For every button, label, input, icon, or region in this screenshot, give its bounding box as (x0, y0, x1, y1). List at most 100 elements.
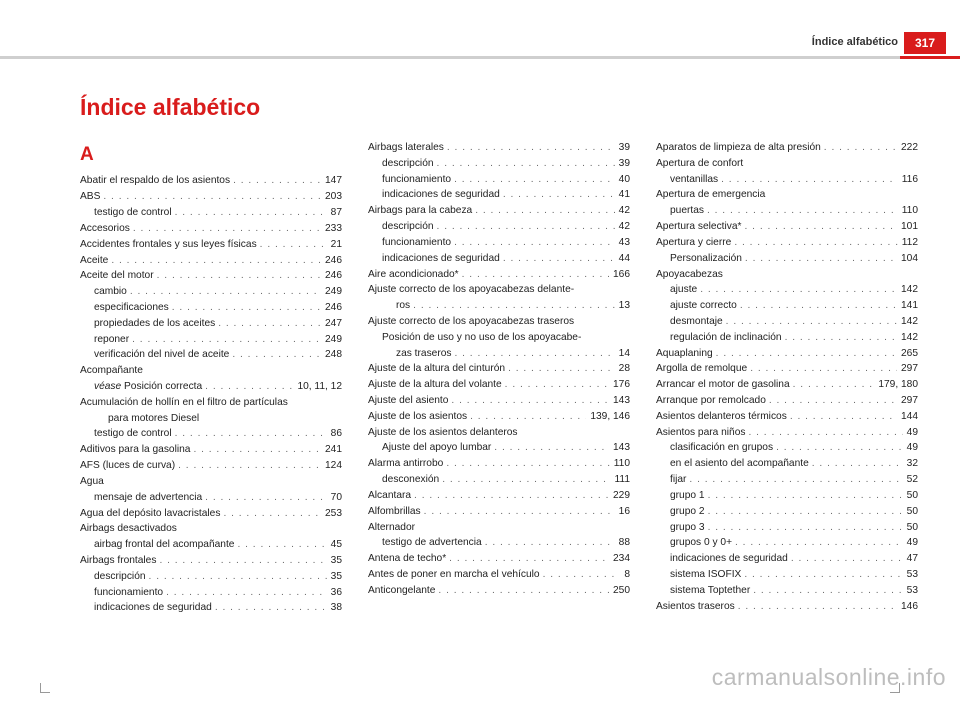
index-entry-label: regulación de inclinación (670, 330, 782, 346)
index-entry-label: Argolla de remolque (656, 361, 747, 377)
index-entry-label: Aparatos de limpieza de alta presión (656, 140, 821, 156)
leader-dots: . . . . . . . . . . . . . . . . . . . . … (435, 583, 609, 599)
index-entry-label: Arranque por remolcado (656, 393, 766, 409)
leader-dots: . . . . . . . . . . . . . . . . . . . . … (169, 300, 321, 316)
leader-dots: . . . . . . . . . . . . . . . . . . . . … (212, 600, 327, 616)
index-entry-label: Alternador (368, 520, 415, 536)
index-entry: Ajuste de la altura del volante. . . . .… (368, 377, 630, 393)
page-title: Índice alfabético (80, 94, 260, 121)
index-entry: regulación de inclinación. . . . . . . .… (656, 330, 918, 346)
index-entry-page: 45 (327, 537, 342, 553)
index-entry: ajuste correcto. . . . . . . . . . . . .… (656, 298, 918, 314)
index-entry-label: Acumulación de hollín en el filtro de pa… (80, 395, 288, 411)
leader-dots: . . . . . . . . . . . . . . . . . . . . … (686, 472, 902, 488)
index-entry-page: 104 (897, 251, 918, 267)
index-entry-label: indicaciones de seguridad (382, 251, 500, 267)
index-entry: testigo de advertencia. . . . . . . . . … (368, 535, 630, 551)
index-entry-label: Acompañante (80, 363, 143, 379)
index-entry: Antes de poner en marcha el vehículo. . … (368, 567, 630, 583)
index-entry-page: 139, 146 (586, 409, 630, 425)
index-entry-page: 10, 11, 12 (293, 379, 342, 395)
leader-dots: . . . . . . . . . . . . . . . . . . . . … (451, 346, 614, 362)
index-entry-page: 249 (321, 332, 342, 348)
index-entry: Apertura de confort. . . . . . . . . . .… (656, 156, 918, 172)
index-entry-page: 39 (615, 156, 630, 172)
index-entry: propiedades de los aceites. . . . . . . … (80, 316, 342, 332)
leader-dots: . . . . . . . . . . . . . . . . . . . . … (108, 253, 321, 269)
index-entry-label: funcionamiento (382, 172, 451, 188)
index-entry-page: 52 (903, 472, 918, 488)
index-entry: grupo 1. . . . . . . . . . . . . . . . .… (656, 488, 918, 504)
index-entry-label: airbag frontal del acompañante (94, 537, 234, 553)
leader-dots: . . . . . . . . . . . . . . . . . . . . … (146, 569, 327, 585)
index-entry-page: 229 (609, 488, 630, 504)
index-entry-label: ventanillas (670, 172, 718, 188)
index-entry-label: Ajuste del asiento (368, 393, 448, 409)
index-entry-page: 35 (327, 569, 342, 585)
index-entry-page: 44 (615, 251, 630, 267)
index-entry-label: Apertura de emergencia (656, 187, 765, 203)
index-entry-page: 53 (903, 567, 918, 583)
index-entry: véase Posición correcta. . . . . . . . .… (80, 379, 342, 395)
index-entry: Personalización. . . . . . . . . . . . .… (656, 251, 918, 267)
index-entry-page: 41 (615, 187, 630, 203)
leader-dots: . . . . . . . . . . . . . . . . . . . . … (100, 189, 321, 205)
index-entry-page: 116 (898, 172, 918, 188)
index-entry: ventanillas. . . . . . . . . . . . . . .… (656, 172, 918, 188)
index-entry: funcionamiento. . . . . . . . . . . . . … (368, 235, 630, 251)
index-entry: Arrancar el motor de gasolina. . . . . .… (656, 377, 918, 393)
index-entry-label: Alfombrillas (368, 504, 421, 520)
leader-dots: . . . . . . . . . . . . . . . . . . . . … (410, 298, 615, 314)
index-col-2: Airbags laterales. . . . . . . . . . . .… (368, 140, 630, 616)
index-entry-page: 87 (327, 205, 342, 221)
index-entry-label: Abatir el respaldo de los asientos (80, 173, 230, 189)
index-entry: Ajuste de los asientos delanteros. . . .… (368, 425, 630, 441)
index-entry: sistema Toptether. . . . . . . . . . . .… (656, 583, 918, 599)
index-entry-label: desconexión (382, 472, 439, 488)
leader-dots: . . . . . . . . . . . . . . . . . . . . … (234, 537, 326, 553)
leader-dots: . . . . . . . . . . . . . . . . . . . . … (215, 316, 321, 332)
index-entry-page: 297 (897, 361, 918, 377)
leader-dots: . . . . . . . . . . . . . . . . . . . . … (172, 426, 327, 442)
index-entry-label: Airbags frontales (80, 553, 156, 569)
leader-dots: . . . . . . . . . . . . . . . . . . . . … (500, 187, 615, 203)
index-entry: Aceite. . . . . . . . . . . . . . . . . … (80, 253, 342, 269)
index-entry-page: 49 (903, 440, 918, 456)
index-entry-label: Apertura de confort (656, 156, 743, 172)
leader-dots: . . . . . . . . . . . . . . . . . . . . … (459, 267, 609, 283)
index-entry-page: 142 (897, 282, 918, 298)
leader-dots: . . . . . . . . . . . . . . . . . . . . … (732, 535, 903, 551)
index-entry-page: 50 (903, 504, 918, 520)
index-entry-label: Ajuste correcto de los apoyacabezas tras… (368, 314, 574, 330)
index-entry: funcionamiento. . . . . . . . . . . . . … (368, 172, 630, 188)
header-rule (0, 56, 960, 59)
index-entry: Agua. . . . . . . . . . . . . . . . . . … (80, 474, 342, 490)
leader-dots: . . . . . . . . . . . . . . . . . . . . … (502, 377, 609, 393)
index-entry-label: reponer (94, 332, 129, 348)
index-entry: Aceite del motor. . . . . . . . . . . . … (80, 268, 342, 284)
index-entry-label: Ajuste de la altura del cinturón (368, 361, 505, 377)
index-entry-page: 53 (903, 583, 918, 599)
index-entry-page: 241 (321, 442, 342, 458)
leader-dots: . . . . . . . . . . . . . . . . . . . . … (451, 172, 615, 188)
leader-dots: . . . . . . . . . . . . . . . . . . . . … (154, 268, 321, 284)
page-number-badge: 317 (904, 32, 946, 54)
index-entry-page: 124 (321, 458, 342, 474)
index-entry-page: 166 (609, 267, 630, 283)
leader-dots: . . . . . . . . . . . . . . . . . . . . … (735, 599, 897, 615)
leader-dots: . . . . . . . . . . . . . . . . . . . . … (782, 330, 897, 346)
leader-dots: . . . . . . . . . . . . . . . . . . . . … (790, 377, 875, 393)
index-entry: Alfombrillas. . . . . . . . . . . . . . … (368, 504, 630, 520)
index-entry-label: zas traseros (396, 346, 451, 362)
leader-dots: . . . . . . . . . . . . . . . . . . . . … (731, 235, 897, 251)
leader-dots: . . . . . . . . . . . . . . . . . . . . … (439, 472, 610, 488)
index-entry: Ajuste de los asientos. . . . . . . . . … (368, 409, 630, 425)
index-entry: sistema ISOFIX. . . . . . . . . . . . . … (656, 567, 918, 583)
leader-dots: . . . . . . . . . . . . . . . . . . . . … (434, 219, 615, 235)
index-entry: Apertura de emergencia. . . . . . . . . … (656, 187, 918, 203)
index-entry: Asientos traseros. . . . . . . . . . . .… (656, 599, 918, 615)
index-entry-label: testigo de control (94, 205, 172, 221)
index-entry-label: descripción (382, 219, 434, 235)
leader-dots: . . . . . . . . . . . . . . . . . . . . … (443, 456, 609, 472)
index-entry: testigo de control. . . . . . . . . . . … (80, 205, 342, 221)
